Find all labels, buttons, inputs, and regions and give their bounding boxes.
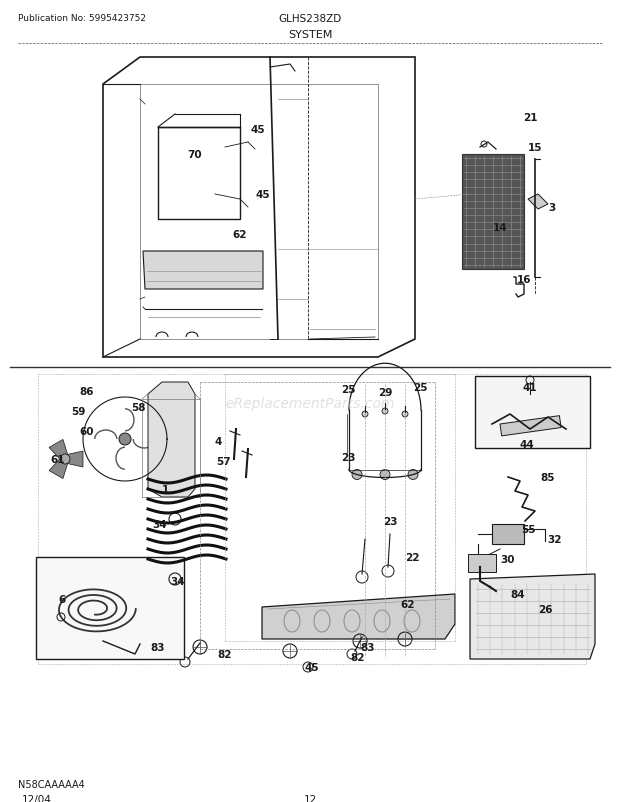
Bar: [36, 557, 184, 659]
Polygon shape: [49, 457, 68, 479]
Bar: [500, 416, 561, 436]
Text: 12/04: 12/04: [22, 794, 52, 802]
Text: 58: 58: [131, 403, 145, 412]
Text: 34: 34: [170, 577, 185, 586]
Text: 44: 44: [520, 439, 534, 449]
Circle shape: [352, 470, 362, 480]
Text: 22: 22: [405, 553, 419, 562]
Bar: [462, 155, 524, 269]
Bar: [492, 525, 524, 545]
Polygon shape: [143, 252, 263, 290]
Text: 41: 41: [523, 383, 538, 392]
Text: 62: 62: [401, 599, 415, 610]
Text: 15: 15: [528, 143, 542, 153]
Text: 30: 30: [501, 554, 515, 565]
Circle shape: [382, 408, 388, 415]
Circle shape: [60, 455, 70, 464]
Text: Publication No: 5995423752: Publication No: 5995423752: [18, 14, 146, 23]
Polygon shape: [49, 439, 68, 461]
Text: 55: 55: [521, 525, 535, 534]
Text: 3: 3: [548, 203, 556, 213]
Text: 45: 45: [250, 125, 265, 135]
Text: 62: 62: [232, 229, 247, 240]
Text: 26: 26: [538, 604, 552, 614]
Text: 32: 32: [547, 534, 562, 545]
Text: 45: 45: [304, 662, 319, 672]
Text: SYSTEM: SYSTEM: [288, 30, 332, 40]
Text: 4: 4: [215, 436, 222, 447]
Bar: [38, 375, 586, 664]
Bar: [468, 554, 496, 573]
Text: 1: 1: [161, 484, 169, 494]
Text: 83: 83: [151, 642, 166, 652]
Text: 16: 16: [516, 274, 531, 285]
Text: eReplacementParts.com: eReplacementParts.com: [225, 396, 395, 411]
Text: 23: 23: [383, 516, 397, 526]
Text: 85: 85: [541, 472, 556, 482]
Circle shape: [408, 470, 418, 480]
Polygon shape: [148, 383, 195, 497]
Polygon shape: [528, 195, 548, 210]
Text: 25: 25: [413, 383, 427, 392]
Text: N58CAAAAA4: N58CAAAAA4: [18, 779, 85, 789]
Text: 82: 82: [351, 652, 365, 662]
Text: 25: 25: [341, 384, 355, 395]
Text: GLHS238ZD: GLHS238ZD: [278, 14, 342, 24]
Text: 86: 86: [80, 387, 94, 396]
Bar: [475, 376, 590, 448]
Text: 29: 29: [378, 387, 392, 398]
Text: 14: 14: [493, 223, 507, 233]
Circle shape: [362, 411, 368, 418]
Circle shape: [402, 411, 408, 418]
Text: 34: 34: [153, 520, 167, 529]
Text: 12: 12: [303, 794, 317, 802]
Polygon shape: [262, 594, 455, 639]
Text: 6: 6: [58, 594, 66, 604]
Text: 82: 82: [218, 649, 232, 659]
Polygon shape: [470, 574, 595, 659]
Text: 84: 84: [511, 589, 525, 599]
Text: 23: 23: [341, 452, 355, 463]
Text: 61: 61: [51, 455, 65, 464]
Circle shape: [380, 470, 390, 480]
Text: 59: 59: [71, 407, 85, 416]
Polygon shape: [65, 452, 83, 468]
Text: 70: 70: [188, 150, 202, 160]
Text: 57: 57: [216, 456, 231, 467]
Text: 60: 60: [80, 427, 94, 436]
Text: 83: 83: [361, 642, 375, 652]
Text: 21: 21: [523, 113, 538, 123]
Circle shape: [119, 433, 131, 445]
Text: 45: 45: [255, 190, 270, 200]
